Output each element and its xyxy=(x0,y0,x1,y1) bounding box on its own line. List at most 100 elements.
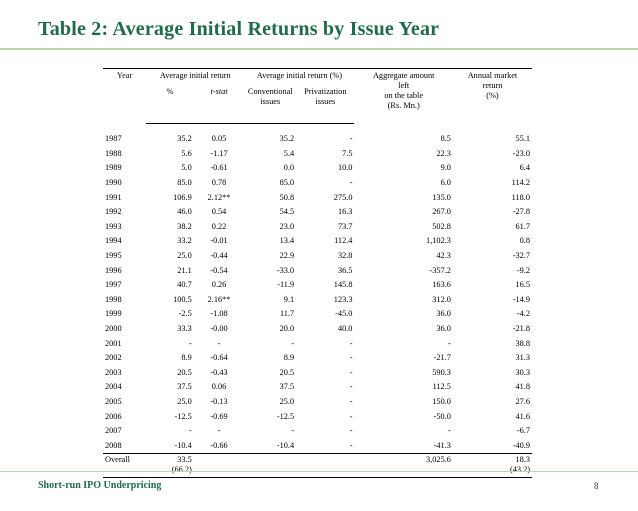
cell-annual: 61.7 xyxy=(515,221,530,231)
header-avg-initial-return-pct: Average initial return (%) xyxy=(244,68,355,85)
cell-privatization: 145.8 xyxy=(333,280,353,290)
cell-year: 2008 xyxy=(105,440,122,450)
cell-conventional: 8.9 xyxy=(283,353,295,363)
cell-privatization: - xyxy=(349,353,353,363)
cell-year: 1996 xyxy=(105,265,122,275)
cell-conventional: 35.2 xyxy=(279,134,295,144)
cell-year: 1988 xyxy=(105,148,122,158)
cell-conventional: - xyxy=(291,426,295,436)
cell-annual: 0.8 xyxy=(519,236,530,246)
cell-privatization: - xyxy=(349,382,353,392)
cell-privatization: - xyxy=(349,134,353,144)
cell-privatization: 73.7 xyxy=(337,221,353,231)
cell-privatization: 16.3 xyxy=(337,207,353,217)
cell-tstat: -0.43 xyxy=(210,367,228,377)
cell-privatization: 40.0 xyxy=(337,324,353,334)
cell-conventional: 5.4 xyxy=(283,148,295,158)
cell-year: 1992 xyxy=(105,207,122,217)
table-row: 2005 25.0 -0.13 25.0 - 150.0 27.6 xyxy=(103,395,532,410)
cell-conventional: -11.9 xyxy=(277,280,295,290)
cell-tstat: -0.00 xyxy=(210,324,228,334)
cell-tstat: 0.78 xyxy=(211,178,227,188)
returns-table: Year Average initial return Average init… xyxy=(103,68,532,479)
cell-year: 2004 xyxy=(105,382,122,392)
cell-avg-pct: 5.0 xyxy=(181,163,192,173)
cell-avg-pct: - xyxy=(189,426,192,436)
cell-year: 1991 xyxy=(105,192,122,202)
cell-tstat: 0.26 xyxy=(211,280,227,290)
cell-aggregate: -50.0 xyxy=(433,411,451,421)
cell-tstat: -0.13 xyxy=(210,396,228,406)
header-aggregate-amount: Aggregate amount left on the table (Rs. … xyxy=(354,68,453,124)
page-number: 8 xyxy=(594,481,599,491)
cell-conventional: 54.5 xyxy=(279,207,295,217)
table-row: 1989 5.0 -0.61 0.0 10.0 9.0 6.4 xyxy=(103,161,532,176)
cell-year: 1990 xyxy=(105,178,122,188)
header-pct: % xyxy=(146,85,194,124)
cell-conventional: 22.9 xyxy=(279,251,295,261)
cell-privatization: - xyxy=(349,338,353,348)
cell-aggregate: 590.3 xyxy=(432,367,451,377)
cell-tstat: 2.12** xyxy=(207,192,231,202)
cell-annual: 31.3 xyxy=(515,353,530,363)
cell-year: 2005 xyxy=(105,396,122,406)
cell-tstat: 0.06 xyxy=(211,382,227,392)
table-header-row-2: % t-stat Conventional issues Privatizati… xyxy=(103,85,532,124)
cell-tstat: -0.44 xyxy=(210,251,228,261)
cell-aggregate: 112.5 xyxy=(432,382,451,392)
cell-year: 1994 xyxy=(105,236,122,246)
table-row: 2007 - - - - - -6.7 xyxy=(103,424,532,439)
cell-aggregate: -41.3 xyxy=(433,440,451,450)
cell-conventional: -12.5 xyxy=(276,411,295,421)
cell-annual: -40.9 xyxy=(512,440,530,450)
header-annual-market-return: Annual market return (%) xyxy=(452,68,532,124)
table-row: 1998 100.5 2.16** 9.1 123.3 312.0 -14.9 xyxy=(103,293,532,308)
cell-privatization: - xyxy=(349,440,353,450)
table-row: 1987 35.2 0.05 35.2 - 8.5 55.1 xyxy=(103,132,532,147)
table-row: 2000 33.3 -0.00 20.0 40.0 36.0 -21.8 xyxy=(103,322,532,337)
table-row: 1992 46.0 0.54 54.5 16.3 267.0 -27.8 xyxy=(103,205,532,220)
cell-annual: -14.9 xyxy=(512,294,530,304)
cell-annual: -32.7 xyxy=(512,251,530,261)
cell-avg-pct: 35.2 xyxy=(177,134,192,144)
cell-avg-pct: -10.4 xyxy=(174,440,192,450)
cell-privatization: 36.5 xyxy=(337,265,353,275)
cell-privatization: 32.8 xyxy=(337,251,353,261)
cell-year: 1989 xyxy=(105,163,122,173)
cell-avg-pct: 38.2 xyxy=(177,221,192,231)
cell-aggregate: 8.5 xyxy=(440,134,451,144)
cell-aggregate: 6.0 xyxy=(440,178,451,188)
cell-privatization: - xyxy=(349,367,353,377)
cell-avg-pct: 40.7 xyxy=(177,280,192,290)
cell-conventional: 9.1 xyxy=(283,294,295,304)
cell-tstat: - xyxy=(217,338,221,348)
cell-aggregate: 163.6 xyxy=(432,280,451,290)
table-row: 2002 8.9 -0.64 8.9 - -21.7 31.3 xyxy=(103,351,532,366)
cell-tstat: -0.61 xyxy=(210,163,228,173)
cell-avg-pct: 25.0 xyxy=(177,251,192,261)
cell-year: 1999 xyxy=(105,309,122,319)
table-row: 1996 21.1 -0.54 -33.0 36.5 -357.2 -9.2 xyxy=(103,263,532,278)
cell-avg-pct: 46.0 xyxy=(177,207,192,217)
cell-annual: 55.1 xyxy=(515,134,530,144)
cell-aggregate: -21.7 xyxy=(433,353,451,363)
table-row: 1995 25.0 -0.44 22.9 32.8 42.3 -32.7 xyxy=(103,249,532,264)
cell-avg-pct: 106.9 xyxy=(173,192,192,202)
cell-aggregate: 9.0 xyxy=(440,163,451,173)
cell-year: 1987 xyxy=(105,134,122,144)
cell-aggregate: 135.0 xyxy=(432,192,451,202)
cell-avg-pct: 5.6 xyxy=(181,148,192,158)
table-row: 1994 33.2 -0.01 13.4 112.4 1,102.3 0.8 xyxy=(103,234,532,249)
cell-aggregate: 42.3 xyxy=(436,251,451,261)
cell-aggregate: -357.2 xyxy=(429,265,451,275)
cell-privatization: 10.0 xyxy=(337,163,353,173)
cell-year: 2000 xyxy=(105,324,122,334)
cell-year: 2002 xyxy=(105,353,122,363)
cell-annual: -21.8 xyxy=(512,324,530,334)
table-row: 1991 106.9 2.12** 50.8 275.0 135.0 118.0 xyxy=(103,190,532,205)
header-year: Year xyxy=(103,68,147,124)
table-row: 1988 5.6 -1.17 5.4 7.5 22.3 -23.0 xyxy=(103,147,532,162)
cell-tstat: -0.64 xyxy=(210,353,228,363)
cell-conventional: 11.7 xyxy=(279,309,295,319)
overall-aggregate: 3,025.6 xyxy=(354,453,453,479)
